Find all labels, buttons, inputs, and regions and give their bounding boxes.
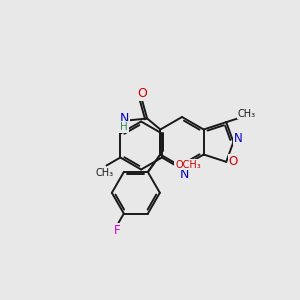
Text: N: N xyxy=(119,112,129,125)
Text: F: F xyxy=(114,224,121,237)
Text: CH₃: CH₃ xyxy=(237,109,255,118)
Text: N: N xyxy=(179,167,189,181)
Text: N: N xyxy=(234,131,243,145)
Text: OCH₃: OCH₃ xyxy=(175,160,201,170)
Text: O: O xyxy=(137,87,147,100)
Text: H: H xyxy=(120,122,128,132)
Text: CH₃: CH₃ xyxy=(95,167,114,178)
Text: O: O xyxy=(229,155,238,168)
